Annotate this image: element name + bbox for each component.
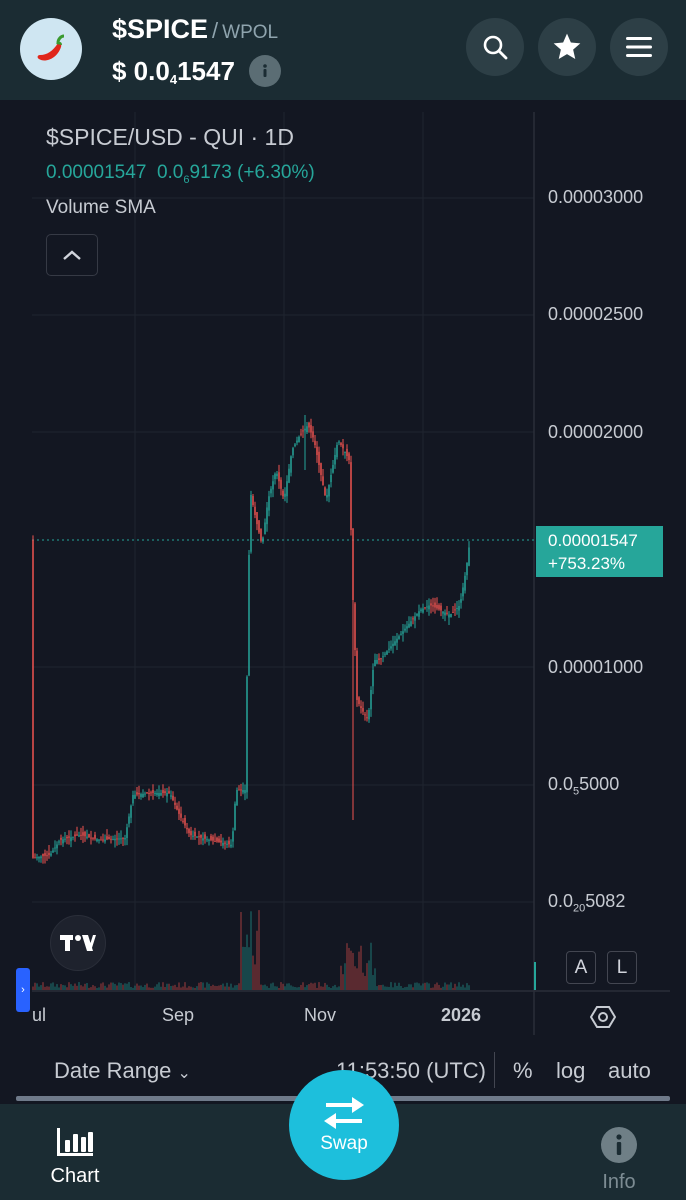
- y-axis-label: 0.0205082: [548, 891, 626, 915]
- tradingview-icon: [60, 935, 96, 951]
- x-axis-label: ul: [32, 1005, 47, 1025]
- legend-price: 0.00001547: [46, 162, 147, 183]
- x-axis-label: Nov: [304, 1005, 337, 1025]
- price-info-button[interactable]: [248, 55, 281, 87]
- legend-collapse-button[interactable]: [46, 234, 98, 276]
- current-price: $ 0.041547: [112, 55, 281, 87]
- chart-settings-button[interactable]: [588, 1002, 618, 1032]
- x-axis-label: 2026: [441, 1005, 482, 1025]
- app-header: $SPICE / WPOL $ 0.041547: [0, 0, 686, 100]
- star-icon: [553, 33, 581, 59]
- pair-separator: /: [212, 18, 219, 43]
- x-axis-label: Sep: [162, 1005, 195, 1025]
- auto-toggle-button[interactable]: auto: [608, 1058, 651, 1083]
- y-axis-label: 0.00003000: [548, 187, 644, 207]
- token-pair-title: $SPICE / WPOL: [112, 14, 278, 45]
- tradingview-logo[interactable]: [50, 915, 106, 971]
- favorite-button[interactable]: [538, 18, 596, 76]
- indicator-label[interactable]: Volume SMA: [46, 197, 156, 218]
- search-icon: [483, 35, 508, 60]
- log-scale-button[interactable]: L: [607, 951, 637, 984]
- auto-scale-button[interactable]: A: [566, 951, 596, 984]
- menu-button[interactable]: [610, 18, 668, 76]
- chart-legend-title: $SPICE/USD - QUI · 1D: [46, 124, 294, 150]
- legend-change: 0.069173 (+6.30%): [156, 162, 315, 186]
- swap-label: Swap: [320, 1133, 368, 1154]
- chevron-right-icon: ›: [21, 984, 25, 996]
- chart-panel[interactable]: [16, 100, 670, 1100]
- swap-arrows-icon: [324, 1097, 364, 1129]
- drawing-toolbar-toggle[interactable]: ›: [16, 968, 30, 1012]
- info-circle-icon: [601, 1127, 637, 1163]
- chevron-down-icon: ⌄: [177, 1065, 191, 1082]
- menu-icon: [626, 37, 652, 57]
- swap-button[interactable]: Swap: [289, 1070, 399, 1180]
- y-axis-label: 0.00001000: [548, 657, 644, 677]
- settings-hexagon-icon: [590, 1006, 616, 1028]
- date-range-dropdown[interactable]: Date Range ⌄: [54, 1058, 191, 1083]
- bar-chart-icon: [57, 1128, 93, 1156]
- y-axis-label: 0.00002000: [548, 422, 644, 442]
- last-price-change: +753.23%: [548, 554, 626, 573]
- search-button[interactable]: [466, 18, 524, 76]
- pair-token: WPOL: [222, 22, 279, 43]
- chili-pepper-icon: [37, 34, 65, 61]
- y-axis-label: 0.00002500: [548, 304, 644, 324]
- nav-chart-label: Chart: [50, 1165, 100, 1187]
- info-icon: [263, 64, 267, 77]
- toolbar-divider: [494, 1052, 495, 1088]
- price-value: $ 0.041547: [112, 55, 235, 87]
- nav-info-tab[interactable]: Info: [586, 1126, 652, 1194]
- last-price-value: 0.00001547: [548, 531, 638, 550]
- last-price-badge: 0.00001547 +753.23%: [536, 526, 663, 577]
- chevron-up-icon: [63, 250, 81, 260]
- nav-chart-tab[interactable]: Chart: [40, 1126, 110, 1188]
- nav-info-label: Info: [602, 1171, 636, 1193]
- percent-scale-button[interactable]: %: [513, 1058, 533, 1083]
- y-axis-label: 0.055000: [548, 774, 620, 798]
- chart-legend-values: 0.00001547 0.069173 (+6.30%): [46, 162, 315, 186]
- chart-bottom-toolbar: Date Range ⌄ 11:53:50 (UTC) % log auto: [16, 1044, 670, 1100]
- token-avatar: [20, 18, 82, 80]
- log-toggle-button[interactable]: log: [556, 1058, 586, 1083]
- token-symbol: $SPICE: [112, 14, 209, 44]
